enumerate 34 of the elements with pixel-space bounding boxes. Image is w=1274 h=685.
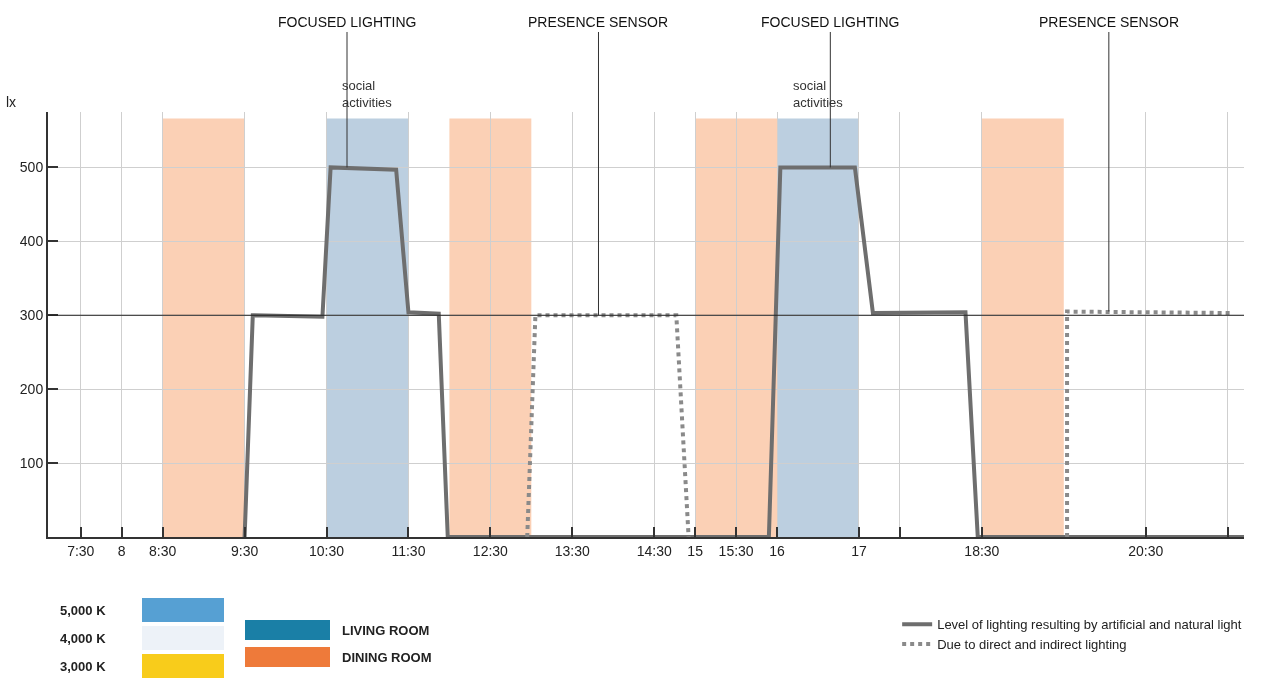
- annotation: FOCUSED LIGHTING: [761, 14, 900, 30]
- x-tick-label: 15: [687, 542, 704, 559]
- x-tick-label: 18:30: [964, 542, 1000, 559]
- x-tick-label: 8: [117, 542, 126, 559]
- x-tick-label: 7:30: [67, 542, 95, 559]
- x-tick-label: 10:30: [309, 542, 345, 559]
- text: 5,000 K: [60, 602, 107, 618]
- line-series: [242, 165, 1244, 537]
- annotation: PRESENCE SENSOR: [1039, 14, 1180, 30]
- x-tick-label: 11:30: [391, 542, 426, 559]
- annotation: PRESENCE SENSOR: [528, 14, 669, 30]
- y-axis-title: lx: [6, 94, 17, 110]
- x-tick-label: 20:30: [1128, 542, 1164, 559]
- legend-label: Level of lighting resulting by artificial and natural light: [937, 617, 1242, 633]
- x-tick-label: 16: [769, 542, 786, 559]
- y-tick-label: 200: [19, 381, 44, 398]
- annotation: FOCUSED LIGHTING: [278, 14, 417, 30]
- text: 3,000 K: [60, 658, 107, 674]
- y-tick-label: 500: [19, 159, 44, 176]
- x-tick-label: 13:30: [554, 542, 590, 559]
- y-tick-label: 400: [19, 233, 44, 250]
- text: LIVING ROOM: [342, 622, 430, 638]
- x-tick-label: 12:30: [472, 542, 509, 559]
- band-label: social activities: [342, 78, 393, 110]
- x-tick-label: 17: [851, 542, 867, 559]
- text: DINING ROOM: [342, 649, 432, 665]
- text: 4,000 K: [60, 630, 107, 646]
- x-tick-label: 9:30: [230, 542, 259, 559]
- x-tick-label: 15:30: [718, 542, 754, 559]
- y-tick-label: 100: [19, 454, 44, 471]
- y-tick-label: 300: [19, 307, 44, 324]
- x-tick-label: 14:30: [636, 542, 672, 559]
- x-tick-label: 8:30: [149, 542, 177, 559]
- legend-label: Due to direct and indirect lighting: [937, 637, 1127, 653]
